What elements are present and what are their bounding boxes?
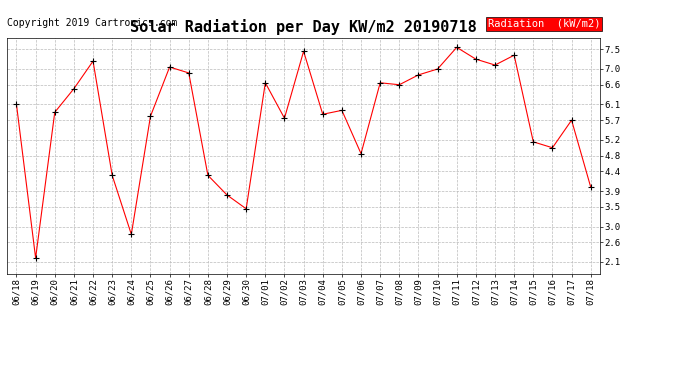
Text: Radiation  (kW/m2): Radiation (kW/m2) [488,19,600,28]
Text: Copyright 2019 Cartronics.com: Copyright 2019 Cartronics.com [7,18,177,28]
Title: Solar Radiation per Day KW/m2 20190718: Solar Radiation per Day KW/m2 20190718 [130,19,477,35]
